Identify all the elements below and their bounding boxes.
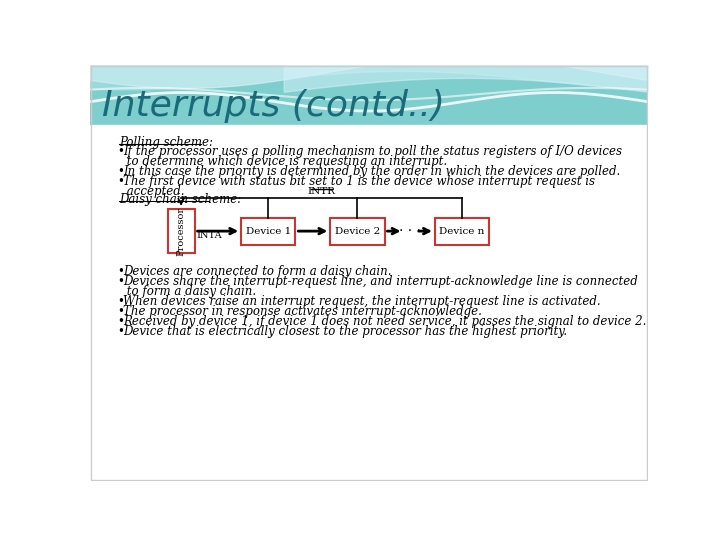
Text: to form a daisy chain.: to form a daisy chain. xyxy=(123,285,256,298)
Text: to determine which device is requesting an interrupt.: to determine which device is requesting … xyxy=(123,155,447,168)
Text: •: • xyxy=(117,325,124,338)
Text: If the processor uses a polling mechanism to poll the status registers of I/O de: If the processor uses a polling mechanis… xyxy=(123,145,622,158)
Text: In this case the priority is determined by the order in which the devices are po: In this case the priority is determined … xyxy=(123,165,621,178)
Bar xyxy=(241,218,295,245)
Text: Device 2: Device 2 xyxy=(335,227,380,235)
Text: accepted.: accepted. xyxy=(123,185,185,198)
Text: Device 1: Device 1 xyxy=(246,227,291,235)
Bar xyxy=(330,218,384,245)
Text: Interrupts (contd..): Interrupts (contd..) xyxy=(102,89,445,123)
Text: INTA: INTA xyxy=(196,231,222,240)
Text: Devices are connected to form a daisy chain.: Devices are connected to form a daisy ch… xyxy=(123,265,392,278)
Text: Received by device 1, if device 1 does not need service, it passes the signal to: Received by device 1, if device 1 does n… xyxy=(123,315,647,328)
Bar xyxy=(435,218,489,245)
Text: Polling scheme:: Polling scheme: xyxy=(120,136,213,148)
Text: The first device with status bit set to 1 is the device whose interrupt request : The first device with status bit set to … xyxy=(123,175,595,188)
Text: · · ·: · · · xyxy=(399,224,420,238)
Text: •: • xyxy=(117,265,124,278)
Text: •: • xyxy=(117,275,124,288)
Text: Device n: Device n xyxy=(439,227,485,235)
Text: When devices raise an interrupt request, the interrupt-request line is activated: When devices raise an interrupt request,… xyxy=(123,295,601,308)
Text: Devices share the interrupt-request line, and interrupt-acknowledge line is conn: Devices share the interrupt-request line… xyxy=(123,275,638,288)
Text: Daisy chain scheme:: Daisy chain scheme: xyxy=(120,193,242,206)
Text: •: • xyxy=(117,145,124,158)
Text: Device that is electrically closest to the processor has the highest priority.: Device that is electrically closest to t… xyxy=(123,325,567,338)
Bar xyxy=(168,209,194,253)
Text: •: • xyxy=(117,315,124,328)
Bar xyxy=(90,125,648,481)
Bar xyxy=(90,65,648,126)
Text: •: • xyxy=(117,295,124,308)
Text: •: • xyxy=(117,175,124,188)
Text: The processor in response activates interrupt-acknowledge.: The processor in response activates inte… xyxy=(123,305,482,318)
Text: Processor: Processor xyxy=(176,207,186,255)
Text: •: • xyxy=(117,165,124,178)
Text: •: • xyxy=(117,305,124,318)
Text: INTR: INTR xyxy=(307,187,336,195)
